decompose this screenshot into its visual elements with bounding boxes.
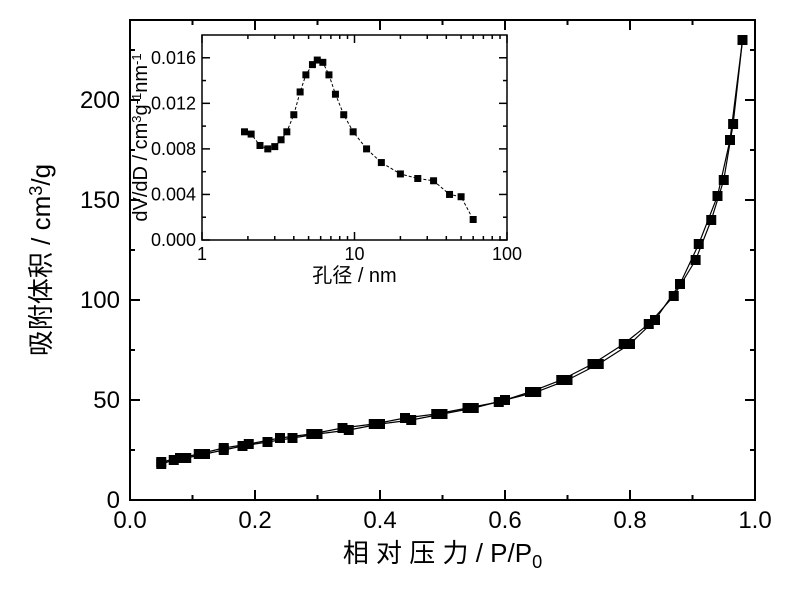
svg-text:0: 0 [107, 487, 120, 514]
svg-text:dV/dD / cm3g-1nm-1: dV/dD / cm3g-1nm-1 [129, 53, 152, 221]
svg-text:0.004: 0.004 [151, 184, 196, 204]
svg-text:0.6: 0.6 [488, 507, 521, 534]
svg-text:1: 1 [197, 244, 207, 264]
svg-text:10: 10 [344, 244, 364, 264]
svg-text:0.012: 0.012 [151, 93, 196, 113]
svg-text:0.016: 0.016 [151, 48, 196, 68]
svg-text:100: 100 [80, 287, 120, 314]
svg-text:150: 150 [80, 187, 120, 214]
svg-text:1.0: 1.0 [738, 507, 771, 534]
svg-text:吸附体积 / cm3/g: 吸附体积 / cm3/g [26, 164, 56, 356]
svg-text:50: 50 [93, 387, 120, 414]
svg-text:0.008: 0.008 [151, 139, 196, 159]
svg-text:200: 200 [80, 87, 120, 114]
svg-text:孔径 / nm: 孔径 / nm [312, 264, 396, 287]
svg-text:100: 100 [492, 244, 522, 264]
adsorption-chart: 0.00.20.40.60.81.0050100150200相 对 压 力 / … [0, 0, 800, 596]
svg-text:0.000: 0.000 [151, 230, 196, 250]
svg-text:0.4: 0.4 [363, 507, 396, 534]
svg-text:0.2: 0.2 [238, 507, 271, 534]
svg-text:0.8: 0.8 [613, 507, 646, 534]
svg-text:相 对 压 力 / P/P0: 相 对 压 力 / P/P0 [343, 538, 542, 572]
